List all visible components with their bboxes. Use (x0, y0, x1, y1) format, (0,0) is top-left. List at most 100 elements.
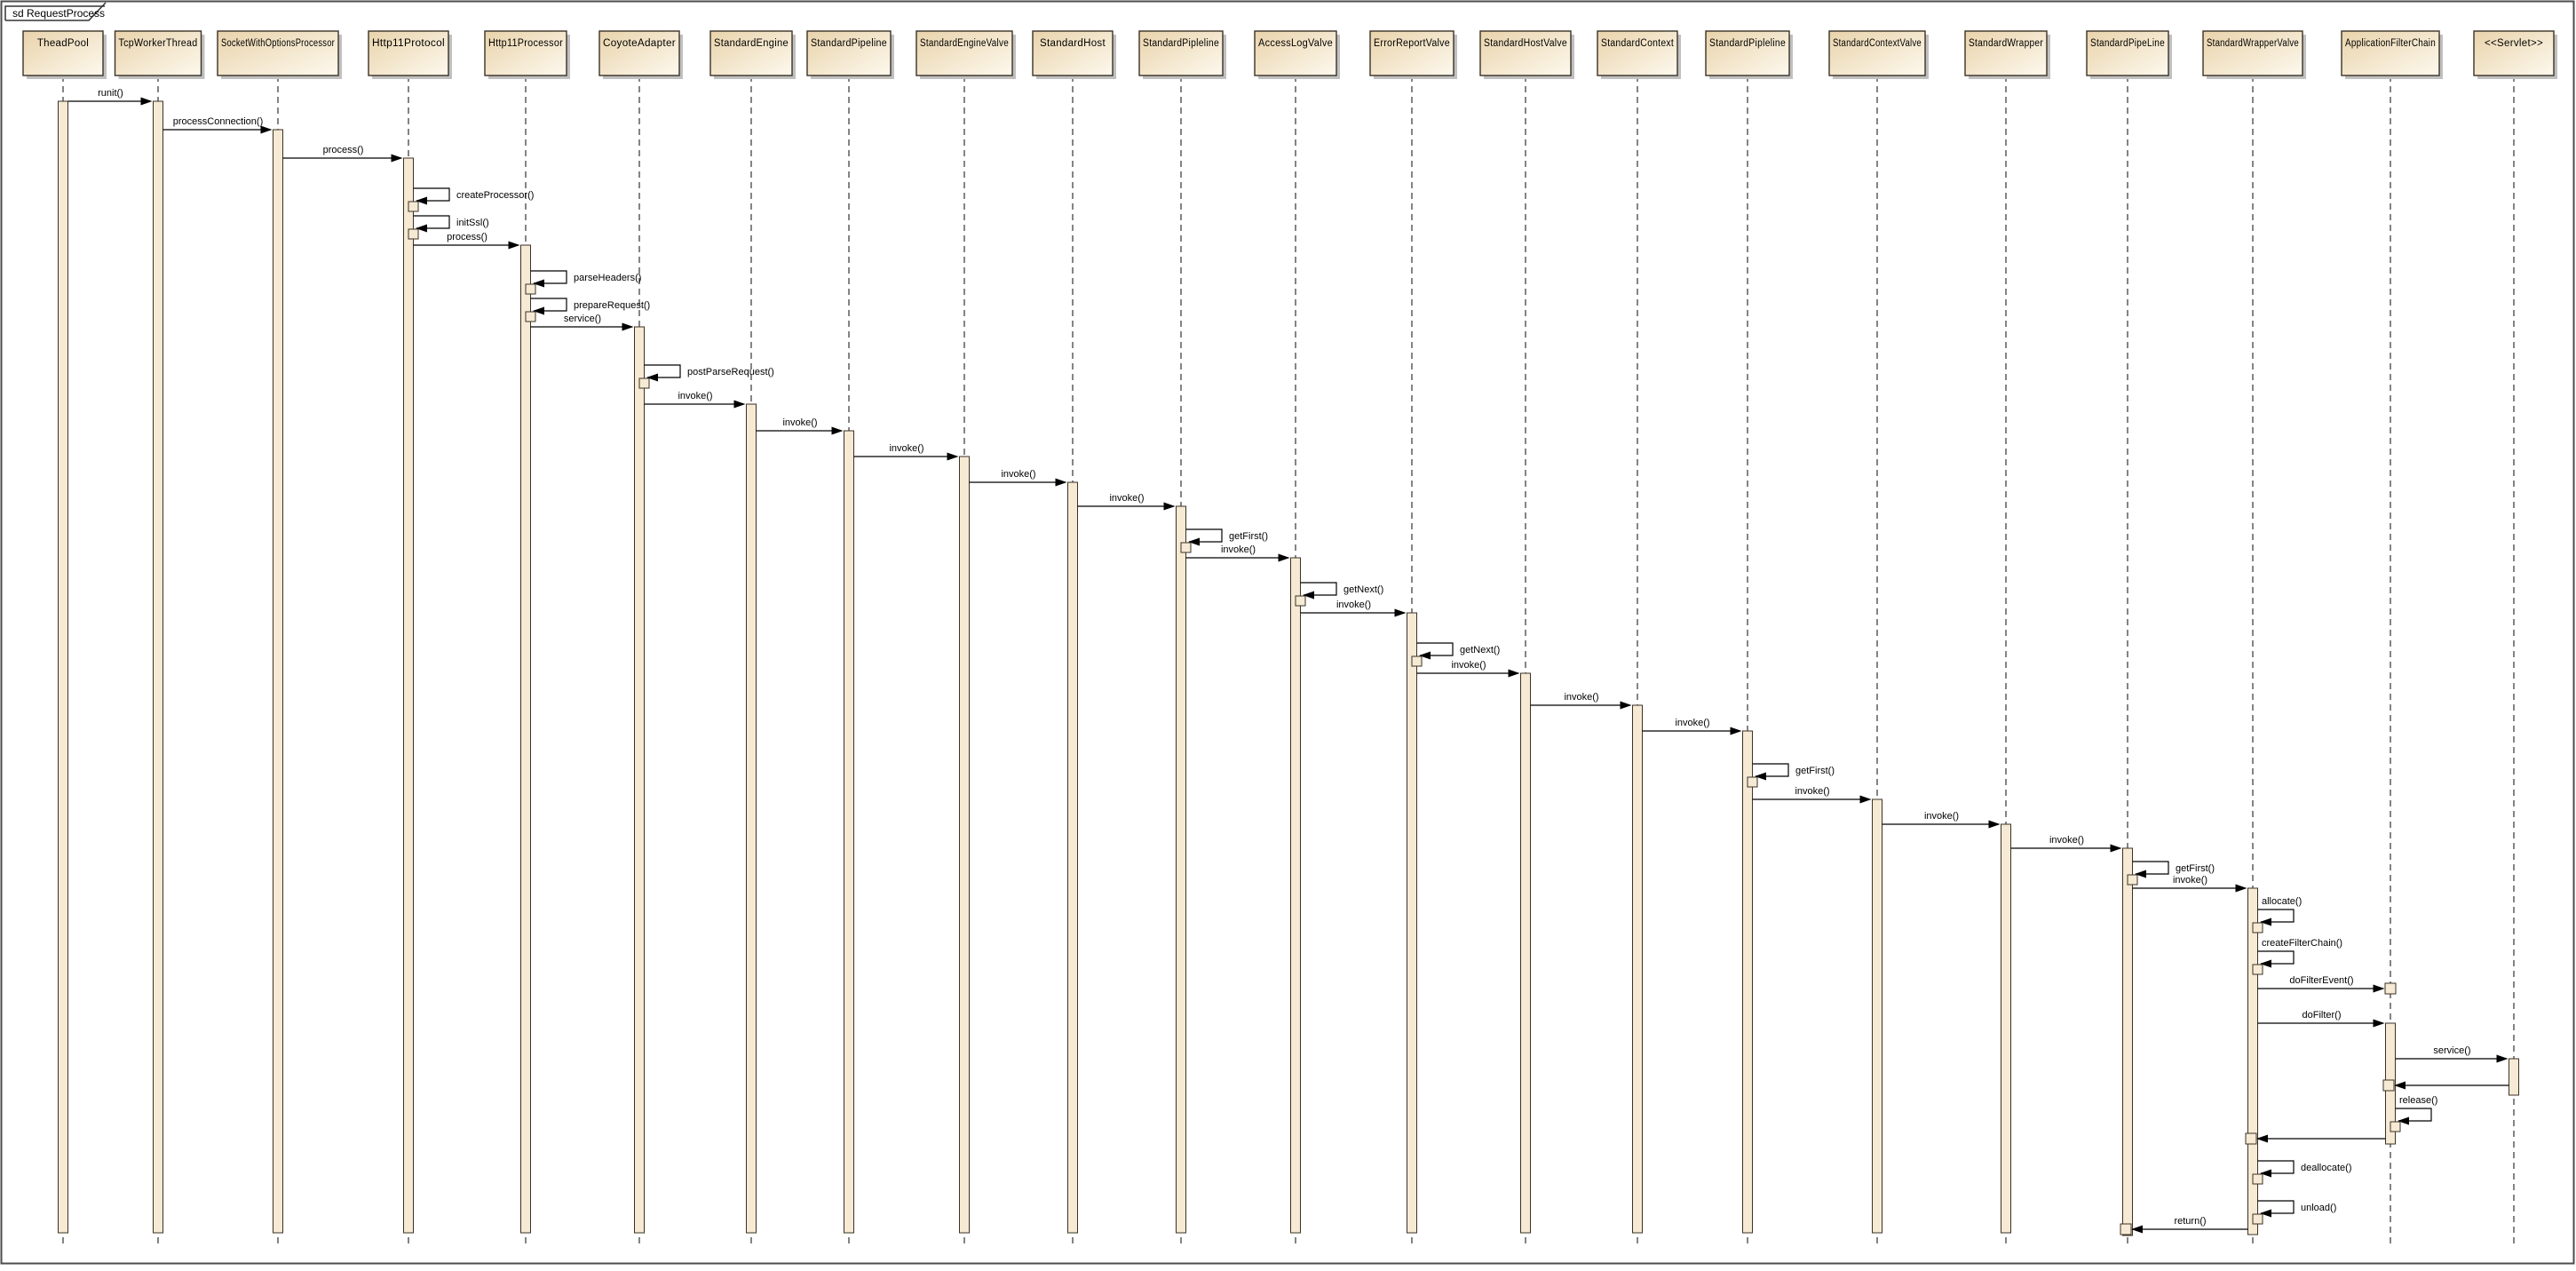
arrowhead-icon (1303, 591, 1314, 600)
message-3-createProcessor: createProcessor() (408, 187, 534, 212)
lifeline-head-13: StandardHostValve (1479, 30, 1574, 79)
self-call-loop (530, 270, 567, 284)
message-label: invoke() (1564, 692, 1598, 703)
lifeline-name: StandardEngineValve (920, 38, 1009, 49)
arrowhead-icon (2260, 959, 2271, 968)
lifeline-head-0: TheadPool (22, 30, 107, 79)
activation-square (2390, 1121, 2401, 1132)
activation-bar (1290, 557, 1301, 1234)
message-label: invoke() (1675, 718, 1709, 728)
lifeline-name: StandardWrapper (1969, 38, 2043, 49)
frame-title: sd RequestProcess (12, 7, 105, 20)
message-label: runit() (98, 88, 123, 99)
message-label: allocate() (2262, 896, 2302, 907)
arrowhead-icon (2235, 884, 2247, 893)
arrowhead-icon (1620, 701, 1632, 710)
lifeline-head-10: StandardPipleline (1138, 30, 1226, 79)
arrowhead-icon (2135, 870, 2146, 878)
lifeline-head-box (22, 30, 104, 76)
activation-bar (746, 403, 757, 1234)
lifeline-name: ApplicationFilterChain (2345, 38, 2436, 49)
message-label: createProcessor() (456, 190, 534, 201)
activation-square (1747, 776, 1758, 788)
message-6-parseHeaders: parseHeaders() (525, 270, 641, 295)
lifeline-head-box (1964, 30, 2048, 76)
lifeline-head-box (806, 30, 892, 76)
activation-square (2382, 1079, 2395, 1092)
message-label: invoke() (782, 417, 817, 428)
message-label: invoke() (1001, 469, 1035, 480)
arrowhead-icon (2373, 1019, 2385, 1028)
activation-12 (1407, 612, 1417, 1234)
lifeline-name: StandardWrapperValve (2207, 38, 2299, 49)
message-38-unload: unload() (2252, 1200, 2336, 1225)
activation-1 (153, 100, 163, 1234)
message-39-return: return() (2120, 1216, 2248, 1235)
arrowhead-icon (2260, 1209, 2271, 1218)
lifeline-name: StandardHost (1040, 38, 1106, 49)
lifeline-name: CoyoteAdapter (603, 38, 676, 49)
message-25-invoke: invoke() (1882, 811, 2001, 829)
lifeline-head-box (2202, 30, 2303, 76)
message-37-deallocate: deallocate() (2252, 1160, 2351, 1185)
message-24-invoke: invoke() (1752, 786, 1872, 804)
activation-7 (844, 430, 854, 1234)
lifeline-name: StandardContextValve (1833, 38, 1922, 49)
arrowhead-icon (831, 426, 844, 435)
lifeline-head-20: ApplicationFilterChain (2341, 30, 2443, 79)
activation-bar (1520, 672, 1531, 1234)
lifeline-head-box (1138, 30, 1224, 76)
message-21-invoke: invoke() (1530, 692, 1632, 710)
message-17-getNext: getNext() (1295, 582, 1383, 607)
lifeline-head-18: StandardPipeLine (2086, 30, 2172, 79)
activation-bar (1067, 481, 1078, 1234)
message-label: doFilterEvent() (2289, 975, 2353, 986)
activation-5 (634, 326, 645, 1234)
lifeline-name: StandardContext (1601, 38, 1674, 49)
activation-6 (746, 403, 757, 1234)
activation-bar (634, 326, 645, 1234)
message-5-process: process() (413, 232, 520, 250)
arrowhead-icon (947, 452, 959, 461)
activation-9 (1067, 481, 1078, 1234)
lifeline-head-1: TcpWorkerThread (114, 30, 205, 79)
lifeline-name: Http11Protocol (372, 38, 445, 49)
lifeline-head-box (598, 30, 680, 76)
message-31-doFilterEvent: doFilterEvent() (2257, 975, 2397, 995)
message-label: invoke() (1336, 600, 1371, 610)
message-label: service() (564, 314, 601, 324)
activation-square (408, 228, 419, 240)
lifeline-name: TcpWorkerThread (119, 38, 198, 49)
message-label: postParseRequest() (687, 367, 774, 377)
arrowhead-icon (1163, 502, 1176, 511)
message-34-return (2382, 1079, 2509, 1092)
self-call-loop (2257, 1200, 2295, 1214)
activation-13 (1520, 672, 1531, 1234)
lifeline-head-box (1705, 30, 1790, 76)
activation-bar (2247, 887, 2258, 1235)
activation-square (2245, 1132, 2257, 1145)
message-27-getFirst: getFirst() (2127, 861, 2215, 886)
message-label: invoke() (2173, 875, 2207, 886)
lifeline-head-16: StandardContextValve (1828, 30, 1929, 79)
lifeline-name: TheadPool (37, 38, 89, 49)
arrowhead-icon (1419, 651, 1431, 660)
message-label: getFirst() (1229, 531, 1268, 542)
message-label: invoke() (1451, 660, 1486, 671)
arrowhead-icon (1394, 608, 1407, 617)
message-1-processConnection: processConnection() (162, 116, 273, 134)
lifeline-head-15: StandardPipleline (1705, 30, 1793, 79)
message-label: getNext() (1460, 645, 1500, 655)
message-7-prepareRequest: prepareRequest() (525, 298, 650, 322)
activation-16 (1872, 798, 1882, 1234)
lifeline-head-6: StandardEngine (709, 30, 796, 79)
message-label: prepareRequest() (574, 300, 650, 311)
message-label: invoke() (2049, 835, 2084, 846)
lifeline-head-box (368, 30, 449, 76)
lifeline-head-box (1828, 30, 1926, 76)
arrowhead-icon (1859, 795, 1872, 804)
message-12-invoke: invoke() (853, 443, 959, 461)
lifeline-head-7: StandardPipeline (806, 30, 894, 79)
activation-11 (1290, 557, 1301, 1234)
